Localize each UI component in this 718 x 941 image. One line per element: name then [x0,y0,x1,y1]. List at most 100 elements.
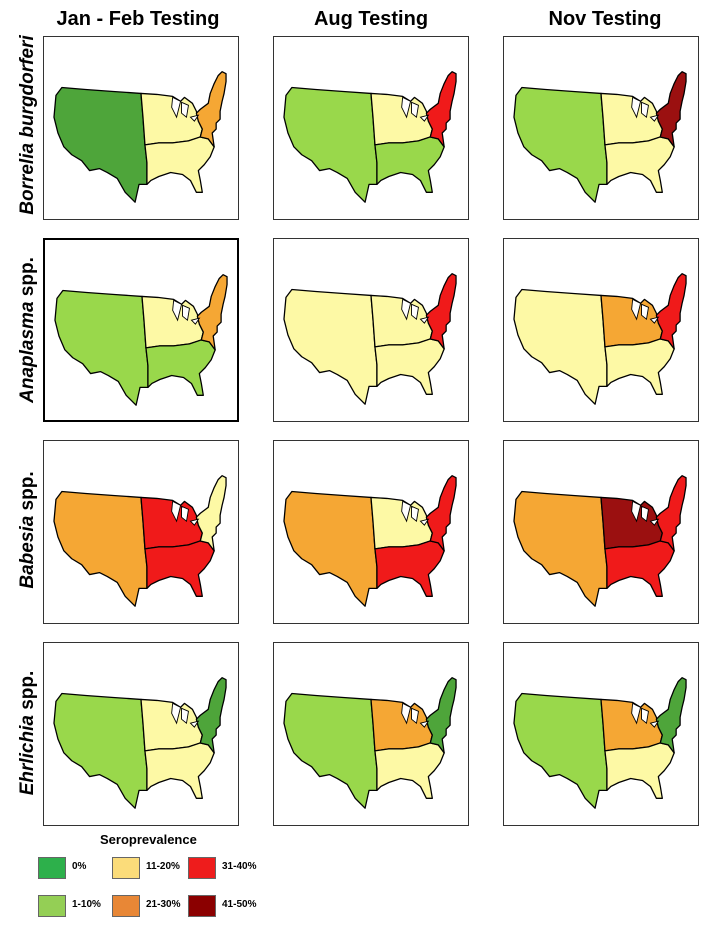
region-west [53,490,148,607]
row-label-anaplasma-name: Anaplasma [17,301,38,403]
legend-swatch-0 [38,857,66,879]
great-lake-0 [401,96,412,119]
great-lake-1 [641,707,649,724]
region-south [604,540,675,597]
legend-swatch-4 [188,857,216,879]
great-lake-0 [171,702,182,725]
row-label-borrelia-name: Borrelia burgdorferi [17,35,38,215]
legend-label-1: 1-10% [72,899,101,910]
map-panel-r0-c1 [273,36,469,220]
great-lake-1 [411,707,419,724]
great-lake-0 [171,500,182,523]
map-panel-r3-c1 [273,642,469,826]
map-panel-r3-c2 [503,642,699,826]
region-northeast [655,475,687,552]
region-northeast [196,274,228,351]
region-northeast [425,677,457,754]
region-northeast [425,71,457,148]
column-title-nov: Nov Testing [548,8,662,30]
region-south [604,338,675,395]
great-lake-1 [411,505,419,522]
row-label-babesia-suffix: spp. [17,471,38,516]
us-map-r1-c1 [283,273,457,405]
us-map-r1-c0 [54,274,228,406]
legend-label-2: 11-20% [146,861,180,872]
great-lake-0 [171,96,182,119]
row-label-ehrlichia: Ehrlichia spp. [13,633,43,833]
region-northeast [425,475,457,552]
region-south [374,136,445,193]
map-panel-r1-c2 [503,238,699,422]
great-lake-2 [189,720,200,728]
great-lake-2 [649,720,660,728]
region-south [604,742,675,799]
row-label-ehrlichia-name: Ehrlichia [17,715,38,796]
great-lake-0 [401,500,412,523]
region-south [374,338,445,395]
map-panel-r2-c0 [43,440,239,624]
map-panel-r0-c0 [43,36,239,220]
legend-swatch-3 [112,895,140,917]
region-south [374,540,445,597]
us-map-r0-c1 [283,71,457,203]
legend-title: Seroprevalence [100,832,197,847]
region-south [145,339,216,396]
legend-swatch-5 [188,895,216,917]
region-west [513,86,608,203]
great-lake-1 [182,304,190,321]
region-northeast [425,273,457,350]
great-lake-2 [419,720,430,728]
legend-swatch-1 [38,895,66,917]
great-lake-1 [181,101,189,118]
great-lake-2 [649,114,660,122]
region-west [283,692,378,809]
us-map-r2-c1 [283,475,457,607]
region-west [513,288,608,405]
region-west [283,86,378,203]
region-northeast [195,71,227,148]
great-lake-0 [401,702,412,725]
legend-label-0: 0% [72,861,87,872]
region-west [53,692,148,809]
region-west [53,86,148,203]
great-lake-1 [641,303,649,320]
row-label-babesia: Babesia spp. [13,430,43,630]
great-lake-0 [631,702,642,725]
great-lake-0 [172,299,183,322]
region-south [144,742,215,799]
map-panel-r2-c2 [503,440,699,624]
us-map-r0-c0 [53,71,227,203]
great-lake-2 [419,316,430,324]
great-lake-1 [181,505,189,522]
region-south [604,136,675,193]
map-panel-r2-c1 [273,440,469,624]
great-lake-2 [189,518,200,526]
us-map-r2-c0 [53,475,227,607]
region-west [283,490,378,607]
great-lake-0 [631,96,642,119]
us-map-r2-c2 [513,475,687,607]
region-northeast [195,677,227,754]
legend-label-4: 31-40% [222,861,257,872]
great-lake-0 [631,500,642,523]
row-label-anaplasma-suffix: spp. [17,257,38,302]
great-lake-2 [649,316,660,324]
us-map-r0-c2 [513,71,687,203]
us-map-r1-c2 [513,273,687,405]
row-label-anaplasma: Anaplasma spp. [13,230,43,430]
map-panel-r1-c1 [273,238,469,422]
map-panel-r3-c0 [43,642,239,826]
great-lake-2 [189,114,200,122]
great-lake-1 [641,101,649,118]
legend-swatch-2 [112,857,140,879]
region-west [513,490,608,607]
map-panel-r0-c2 [503,36,699,220]
great-lake-2 [419,114,430,122]
us-map-r3-c1 [283,677,457,809]
region-south [144,136,215,193]
great-lake-1 [411,101,419,118]
legend-label-5: 41-50% [222,899,257,910]
great-lake-2 [649,518,660,526]
region-northeast [655,273,687,350]
us-map-r3-c2 [513,677,687,809]
